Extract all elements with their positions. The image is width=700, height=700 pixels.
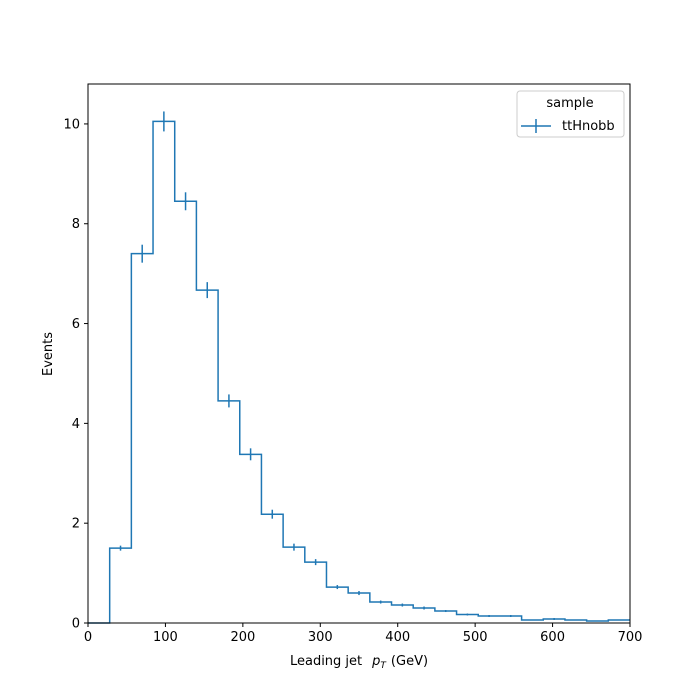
- x-tick-label: 200: [230, 630, 255, 645]
- plot-frame: [87, 83, 631, 624]
- x-axis-label-text: Leading jet: [290, 654, 362, 669]
- y-axis-label: Events: [41, 332, 56, 376]
- legend-entry-ttHnobb: ttHnobb: [562, 119, 615, 134]
- y-tick-label: 4: [72, 417, 80, 432]
- y-tick-label: 0: [72, 617, 80, 632]
- histogram-step-line: [88, 120, 630, 624]
- y-tick-label: 6: [72, 317, 80, 332]
- y-tick-label: 2: [72, 517, 80, 532]
- x-tick-label: 300: [308, 630, 333, 645]
- x-tick-label: 0: [84, 630, 92, 645]
- y-tick-label: 10: [63, 117, 80, 132]
- plot-layer: [88, 111, 630, 624]
- x-tick-label: 600: [540, 630, 565, 645]
- x-axis-label-math: p: [371, 654, 380, 669]
- x-tick-label: 700: [618, 630, 643, 645]
- x-tick-label: 400: [385, 630, 410, 645]
- x-tick-label: 100: [153, 630, 178, 645]
- x-axis-label: Leading jet pT (GeV): [290, 654, 428, 671]
- ticks-layer: 0 100 200 300 400 500 600 700 0 2 4 6 8 10: [63, 117, 642, 645]
- legend-title: sample: [546, 96, 593, 111]
- x-axis-label-unit: (GeV): [391, 654, 428, 669]
- x-tick-label: 500: [463, 630, 488, 645]
- x-axis-label-math-sub: T: [380, 661, 387, 671]
- legend: sample ttHnobb: [516, 90, 625, 138]
- y-tick-label: 8: [72, 217, 80, 232]
